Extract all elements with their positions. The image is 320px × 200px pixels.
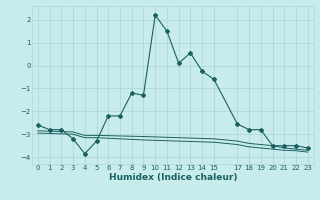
X-axis label: Humidex (Indice chaleur): Humidex (Indice chaleur) <box>108 173 237 182</box>
